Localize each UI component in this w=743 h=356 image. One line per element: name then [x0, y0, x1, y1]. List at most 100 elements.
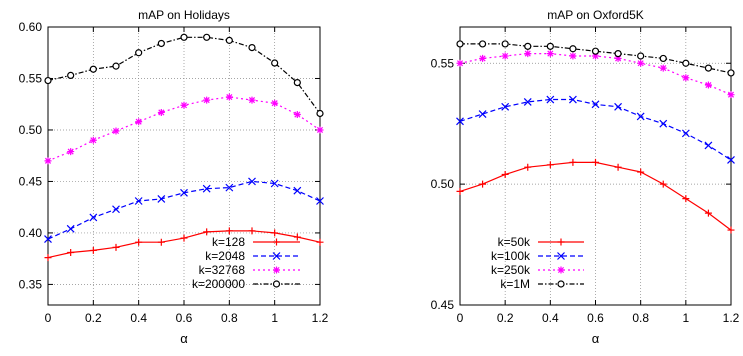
data-point: [479, 54, 487, 62]
data-point: [501, 52, 509, 60]
data-point: [659, 64, 667, 72]
data-point: [112, 127, 120, 135]
legend-marker: [557, 238, 565, 246]
legend-label: k=100k: [491, 249, 531, 263]
data-point: [682, 59, 690, 67]
data-point: [316, 197, 324, 205]
data-point: [614, 54, 622, 62]
data-point: [682, 195, 690, 203]
data-point: [180, 33, 188, 41]
series-k=200000: [44, 33, 324, 118]
data-point: [681, 129, 690, 138]
legend-marker: [557, 252, 565, 260]
data-point: [659, 119, 668, 128]
legend-label: k=50k: [498, 235, 531, 249]
data-point: [546, 161, 554, 169]
y-tick-label: 0.55: [431, 56, 455, 70]
chart-title: mAP on Oxford5K: [547, 8, 644, 22]
data-point: [659, 54, 667, 63]
data-point: [293, 233, 301, 241]
x-tick-label: 0: [457, 311, 464, 325]
x-tick-label: 0.8: [632, 311, 649, 325]
x-tick-label: 0.2: [85, 311, 102, 325]
data-point: [727, 226, 735, 234]
data-point: [180, 101, 188, 109]
legend-label: k=250k: [491, 263, 531, 277]
data-point: [637, 168, 645, 176]
data-point: [727, 91, 735, 99]
data-point: [271, 99, 279, 107]
data-point: [180, 234, 188, 242]
data-point: [293, 111, 301, 119]
data-point: [67, 148, 75, 156]
legend-marker: [272, 280, 281, 288]
data-point: [134, 197, 143, 205]
series-k=50k: [456, 158, 735, 234]
data-point: [135, 118, 143, 126]
data-point: [591, 47, 600, 55]
data-point: [546, 50, 554, 58]
y-tick-label: 0.55: [19, 71, 43, 85]
data-point: [135, 49, 143, 57]
y-tick-label: 0.50: [19, 123, 43, 137]
data-point: [293, 186, 302, 195]
data-point: [225, 93, 233, 101]
data-point: [546, 95, 555, 104]
data-point: [636, 112, 645, 121]
data-point: [569, 52, 577, 60]
legend-label: k=2048: [205, 249, 245, 263]
data-point: [592, 52, 599, 60]
data-point: [248, 43, 256, 52]
y-tick-label: 0.45: [19, 174, 43, 188]
data-point: [112, 62, 120, 70]
x-tick-label: 1: [682, 311, 689, 325]
y-tick-label: 0.45: [431, 298, 455, 312]
data-point: [203, 33, 211, 41]
chart-title: mAP on Holidays: [138, 8, 230, 22]
data-point: [704, 141, 713, 150]
y-tick-label: 0.50: [431, 177, 455, 191]
series-k=1M: [456, 40, 735, 77]
data-point: [456, 40, 464, 48]
series-k=250k: [456, 50, 735, 99]
data-point: [44, 76, 52, 85]
data-point: [682, 74, 690, 82]
x-tick-label: 0: [45, 311, 52, 325]
data-point: [524, 50, 532, 58]
data-point: [248, 177, 256, 186]
x-tick-label: 0.8: [221, 311, 238, 325]
data-point: [524, 42, 532, 50]
legend-marker: [272, 252, 281, 260]
data-point: [727, 69, 735, 77]
data-point: [270, 179, 279, 188]
data-point: [180, 188, 188, 197]
legend-label: k=200000: [192, 277, 245, 291]
data-point: [614, 102, 623, 111]
x-tick-label: 0.6: [587, 311, 604, 325]
data-point: [89, 65, 97, 73]
y-tick-label: 0.35: [19, 277, 43, 291]
series-k=100k: [456, 95, 735, 164]
x-tick-label: 1.2: [312, 311, 329, 325]
data-point: [316, 109, 324, 118]
data-point: [44, 235, 52, 244]
legend-label: k=128: [212, 235, 245, 249]
data-point: [546, 42, 554, 50]
data-point: [524, 163, 532, 171]
series-k=128: [44, 227, 324, 262]
data-point: [478, 40, 487, 48]
x-tick-label: 0.6: [176, 311, 193, 325]
x-tick-label: 0.4: [130, 311, 147, 325]
y-tick-label: 0.60: [19, 20, 43, 34]
data-point: [225, 227, 233, 235]
series-k=2048: [44, 177, 324, 244]
data-point: [704, 64, 713, 72]
data-point: [316, 126, 324, 134]
data-point: [248, 227, 256, 235]
data-point: [89, 213, 98, 222]
data-point: [225, 36, 233, 44]
data-point: [225, 183, 234, 192]
data-point: [456, 117, 464, 126]
